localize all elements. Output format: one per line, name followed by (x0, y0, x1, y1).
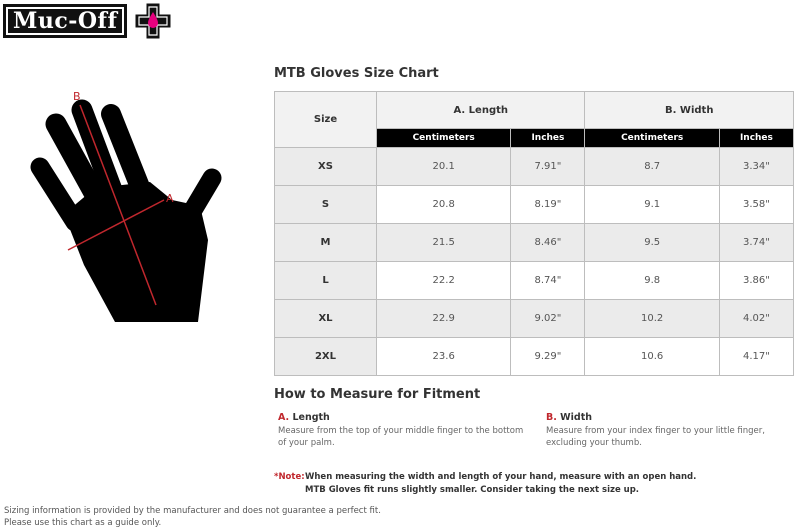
value-cell: 9.29" (510, 337, 586, 376)
footer-line-1: Sizing information is provided by the ma… (4, 506, 381, 516)
letter-a: A. (278, 412, 290, 423)
table-row: 2XL 23.6 9.29" 10.6 4.17" (274, 337, 795, 376)
size-cell: M (274, 223, 377, 262)
value-cell: 8.19" (510, 185, 586, 224)
label-a: A (166, 192, 174, 205)
logo-wordmark: Muc-Off (3, 4, 128, 38)
value-cell: 21.5 (375, 223, 512, 262)
size-cell: XS (274, 147, 377, 186)
size-cell: XL (274, 299, 377, 338)
value-cell: 22.9 (375, 299, 512, 338)
table-row: XL 22.9 9.02" 10.2 4.02" (274, 299, 795, 338)
value-cell: 3.86" (718, 261, 795, 300)
value-cell: 20.1 (375, 147, 512, 186)
value-cell: 9.8 (584, 261, 720, 300)
footer-line-2: Please use this chart as a guide only. (4, 518, 162, 528)
length-label: A. Length (278, 412, 330, 423)
subheader: Inches (510, 128, 586, 148)
chart-title: MTB Gloves Size Chart (274, 66, 439, 81)
size-cell: S (274, 185, 377, 224)
value-cell: 20.8 (375, 185, 512, 224)
width-description: Measure from your index finger to your l… (546, 426, 765, 448)
value-cell: 10.2 (584, 299, 720, 338)
table-row: S 20.8 8.19" 9.1 3.58" (274, 185, 795, 224)
table-row: M 21.5 8.46" 9.5 3.74" (274, 223, 795, 262)
value-cell: 23.6 (375, 337, 512, 376)
label-b: B (73, 90, 81, 103)
size-header: Size (274, 91, 377, 148)
value-cell: 10.6 (584, 337, 720, 376)
size-cell: 2XL (274, 337, 377, 376)
value-cell: 9.02" (510, 299, 586, 338)
value-cell: 22.2 (375, 261, 512, 300)
value-cell: 9.1 (584, 185, 720, 224)
footer-disclaimer: Sizing information is provided by the ma… (4, 505, 381, 529)
value-cell: 8.74" (510, 261, 586, 300)
size-cell: L (274, 261, 377, 300)
value-cell: 3.74" (718, 223, 795, 262)
width-label-text: Width (560, 412, 593, 423)
letter-b: B. (546, 412, 557, 423)
size-chart-table: Size A. Length B. Width Centimeters Inch… (274, 91, 795, 376)
hand-diagram: B A (30, 90, 222, 322)
value-cell: 7.91" (510, 147, 586, 186)
subheader: Centimeters (375, 128, 512, 148)
value-cell: 9.5 (584, 223, 720, 262)
length-group-header: A. Length (375, 91, 586, 129)
subheader: Inches (718, 128, 795, 148)
pink-drop-cross-icon (135, 3, 171, 39)
table-row: L 22.2 8.74" 9.8 3.86" (274, 261, 795, 300)
table-row: XS 20.1 7.91" 8.7 3.34" (274, 147, 795, 186)
value-cell: 3.34" (718, 147, 795, 186)
value-cell: 8.7 (584, 147, 720, 186)
length-description: Measure from the top of your middle fing… (278, 426, 524, 448)
note: *Note: When measuring the width and leng… (274, 471, 696, 497)
note-line-2: MTB Gloves fit runs slightly smaller. Co… (305, 485, 640, 495)
value-cell: 8.46" (510, 223, 586, 262)
note-line-1: When measuring the width and length of y… (305, 472, 697, 482)
muc-off-logo: Muc-Off (3, 3, 171, 39)
note-label: *Note: (274, 472, 305, 482)
subheader: Centimeters (584, 128, 720, 148)
width-label: B. Width (546, 412, 592, 423)
value-cell: 4.17" (718, 337, 795, 376)
value-cell: 4.02" (718, 299, 795, 338)
width-group-header: B. Width (584, 91, 794, 129)
measure-title: How to Measure for Fitment (274, 387, 481, 402)
value-cell: 3.58" (718, 185, 795, 224)
length-label-text: Length (292, 412, 330, 423)
